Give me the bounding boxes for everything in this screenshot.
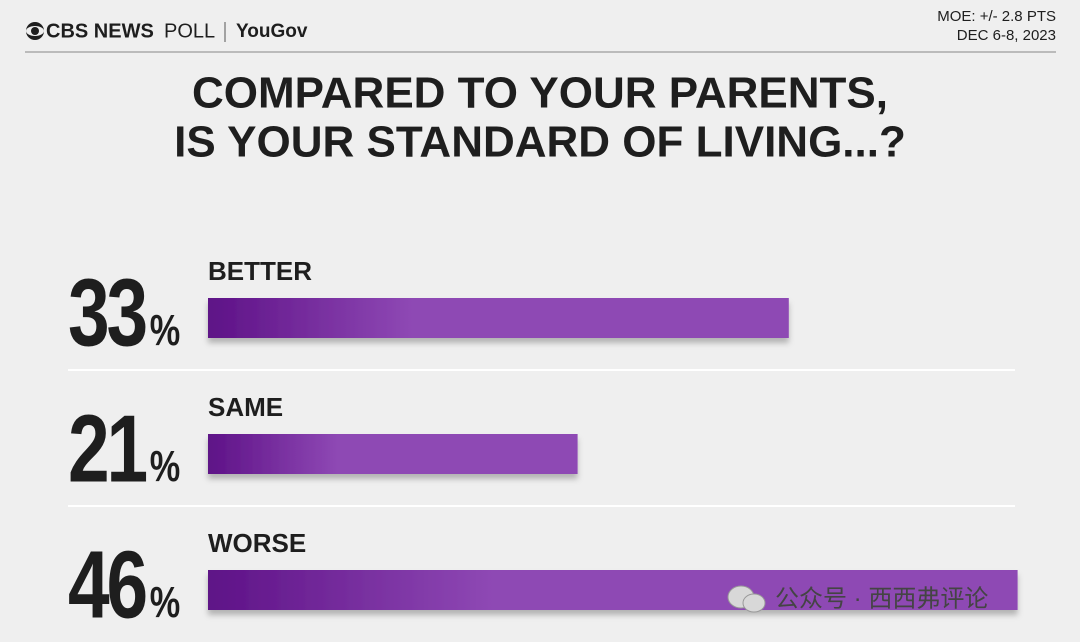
title-line: IS YOUR STANDARD OF LIVING...? [174,118,906,167]
value-label-group: 21% [68,395,183,502]
brand-partner: YouGov [236,21,308,42]
category-label: WORSE [208,528,306,558]
watermark: 公众号 · 西西弗评论 [775,585,988,612]
value-label: 46% [68,531,180,638]
value-label: 21% [68,395,180,502]
value-label-group: 46% [68,531,183,638]
bar [208,570,1018,610]
moe: MOE: +/- 2.8 PTS [937,8,1056,25]
title-line: COMPARED TO YOUR PARENTS, [192,69,888,118]
cbs-eye [26,22,44,40]
bar [208,434,578,474]
category-label: SAME [208,392,283,422]
brand-poll: POLL [164,20,215,42]
dates: DEC 6-8, 2023 [957,27,1056,44]
brand-cbs: CBS NEWS [46,20,154,42]
category-label: BETTER [208,256,312,286]
bar [208,298,789,338]
watermark-icon [727,585,766,613]
